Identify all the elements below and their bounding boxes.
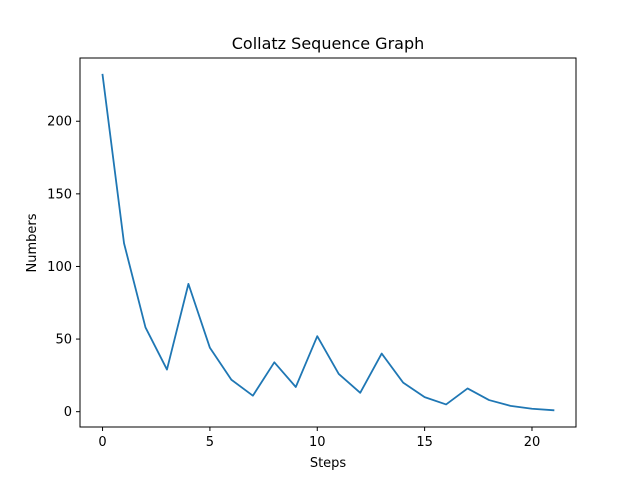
x-tick-label: 15 — [416, 435, 433, 450]
series-line — [101, 73, 555, 412]
chart-title: Collatz Sequence Graph — [232, 34, 425, 53]
y-tick-label: 200 — [47, 115, 72, 130]
plot-area — [101, 73, 555, 412]
y-axis: 0 50 100 150 200 — [47, 115, 80, 420]
axes-frame — [79, 57, 577, 428]
x-tick-label: 5 — [206, 435, 214, 450]
x-axis: 0 5 10 15 20 — [98, 427, 540, 450]
y-tick-label: 100 — [47, 260, 72, 275]
y-axis-label: Numbers — [25, 213, 40, 272]
y-tick-label: 0 — [64, 405, 72, 420]
x-axis-label: Steps — [310, 456, 347, 471]
y-tick-label: 50 — [55, 333, 72, 348]
x-tick-label: 10 — [309, 435, 326, 450]
y-tick-label: 150 — [47, 187, 72, 202]
x-tick-label: 0 — [98, 435, 106, 450]
x-tick-label: 20 — [524, 435, 541, 450]
